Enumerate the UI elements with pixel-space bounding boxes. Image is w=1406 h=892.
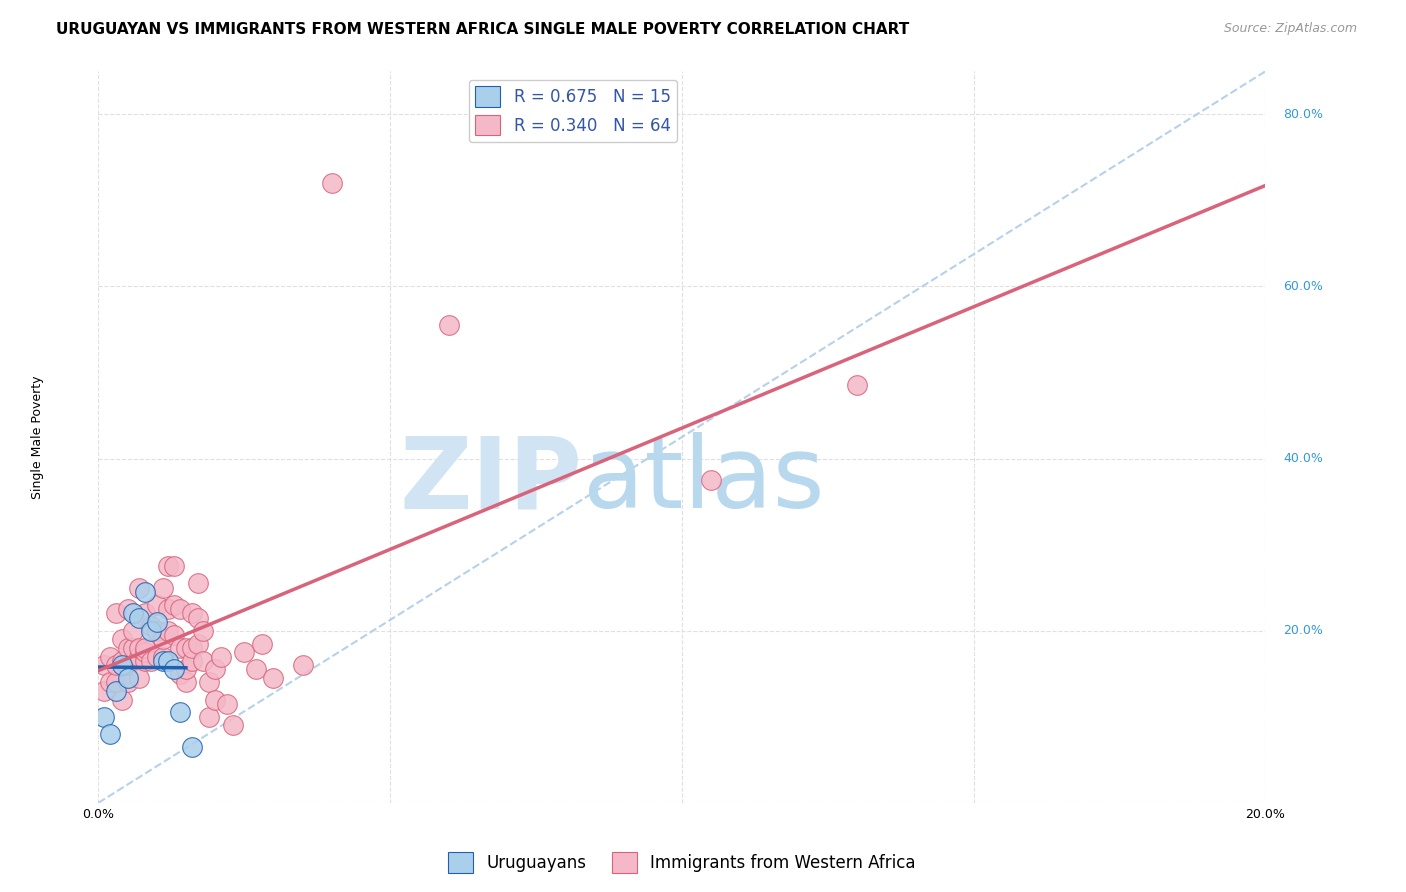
Point bbox=[93, 710, 115, 724]
Point bbox=[169, 640, 191, 655]
Point bbox=[187, 611, 209, 625]
Point bbox=[193, 654, 215, 668]
Point bbox=[180, 607, 202, 621]
Point bbox=[174, 640, 197, 655]
Point bbox=[134, 654, 156, 668]
Point bbox=[174, 662, 197, 676]
Point bbox=[111, 692, 134, 706]
Point bbox=[180, 640, 202, 655]
Point bbox=[111, 654, 134, 668]
Point bbox=[128, 649, 150, 664]
Text: ZIP: ZIP bbox=[399, 433, 582, 530]
Point bbox=[180, 739, 202, 754]
Text: 60.0%: 60.0% bbox=[1282, 280, 1323, 293]
Point bbox=[146, 624, 169, 638]
Point bbox=[204, 662, 226, 676]
Point bbox=[215, 697, 238, 711]
Legend: R = 0.675   N = 15, R = 0.340   N = 64: R = 0.675 N = 15, R = 0.340 N = 64 bbox=[468, 79, 678, 142]
Point bbox=[163, 598, 186, 612]
Point bbox=[209, 649, 232, 664]
Point bbox=[700, 473, 723, 487]
Point bbox=[174, 675, 197, 690]
Point bbox=[152, 632, 174, 647]
Point bbox=[122, 640, 145, 655]
Point bbox=[117, 671, 139, 685]
Point bbox=[163, 662, 186, 676]
Point bbox=[250, 637, 273, 651]
Point bbox=[157, 602, 180, 616]
Text: Single Male Poverty: Single Male Poverty bbox=[31, 376, 44, 499]
Point bbox=[163, 559, 186, 574]
Point bbox=[437, 318, 460, 333]
Point bbox=[845, 378, 868, 392]
Point bbox=[291, 658, 314, 673]
Point bbox=[169, 602, 191, 616]
Text: 20.0%: 20.0% bbox=[1282, 624, 1323, 637]
Point bbox=[146, 615, 169, 629]
Text: 40.0%: 40.0% bbox=[1282, 452, 1323, 465]
Point bbox=[128, 611, 150, 625]
Point bbox=[104, 684, 127, 698]
Text: Source: ZipAtlas.com: Source: ZipAtlas.com bbox=[1223, 22, 1357, 36]
Point bbox=[134, 607, 156, 621]
Legend: Uruguayans, Immigrants from Western Africa: Uruguayans, Immigrants from Western Afri… bbox=[441, 846, 922, 880]
Point bbox=[187, 637, 209, 651]
Point bbox=[128, 581, 150, 595]
Point bbox=[146, 598, 169, 612]
Point bbox=[152, 581, 174, 595]
Point bbox=[139, 654, 162, 668]
Point bbox=[198, 675, 221, 690]
Point bbox=[117, 675, 139, 690]
Point bbox=[98, 649, 121, 664]
Point bbox=[122, 607, 145, 621]
Point bbox=[128, 671, 150, 685]
Point bbox=[233, 645, 256, 659]
Point bbox=[221, 718, 243, 732]
Point bbox=[198, 710, 221, 724]
Point bbox=[169, 666, 191, 681]
Point bbox=[128, 640, 150, 655]
Point bbox=[157, 654, 180, 668]
Point bbox=[93, 658, 115, 673]
Point bbox=[321, 176, 343, 190]
Point bbox=[157, 559, 180, 574]
Point bbox=[180, 654, 202, 668]
Point bbox=[204, 692, 226, 706]
Point bbox=[139, 624, 162, 638]
Point bbox=[163, 628, 186, 642]
Point bbox=[104, 607, 127, 621]
Point bbox=[157, 624, 180, 638]
Point bbox=[111, 658, 134, 673]
Point bbox=[134, 645, 156, 659]
Point bbox=[104, 658, 127, 673]
Point bbox=[117, 658, 139, 673]
Point bbox=[111, 632, 134, 647]
Point bbox=[146, 649, 169, 664]
Text: atlas: atlas bbox=[582, 433, 824, 530]
Point bbox=[139, 619, 162, 633]
Point bbox=[152, 649, 174, 664]
Point bbox=[193, 624, 215, 638]
Point bbox=[187, 576, 209, 591]
Point bbox=[134, 585, 156, 599]
Point bbox=[262, 671, 284, 685]
Point bbox=[245, 662, 267, 676]
Point bbox=[134, 640, 156, 655]
Point bbox=[169, 706, 191, 720]
Point bbox=[152, 654, 174, 668]
Point bbox=[122, 624, 145, 638]
Text: 80.0%: 80.0% bbox=[1282, 108, 1323, 121]
Text: URUGUAYAN VS IMMIGRANTS FROM WESTERN AFRICA SINGLE MALE POVERTY CORRELATION CHAR: URUGUAYAN VS IMMIGRANTS FROM WESTERN AFR… bbox=[56, 22, 910, 37]
Point bbox=[98, 727, 121, 741]
Point bbox=[98, 675, 121, 690]
Point bbox=[93, 684, 115, 698]
Point bbox=[104, 675, 127, 690]
Point bbox=[117, 602, 139, 616]
Point bbox=[117, 640, 139, 655]
